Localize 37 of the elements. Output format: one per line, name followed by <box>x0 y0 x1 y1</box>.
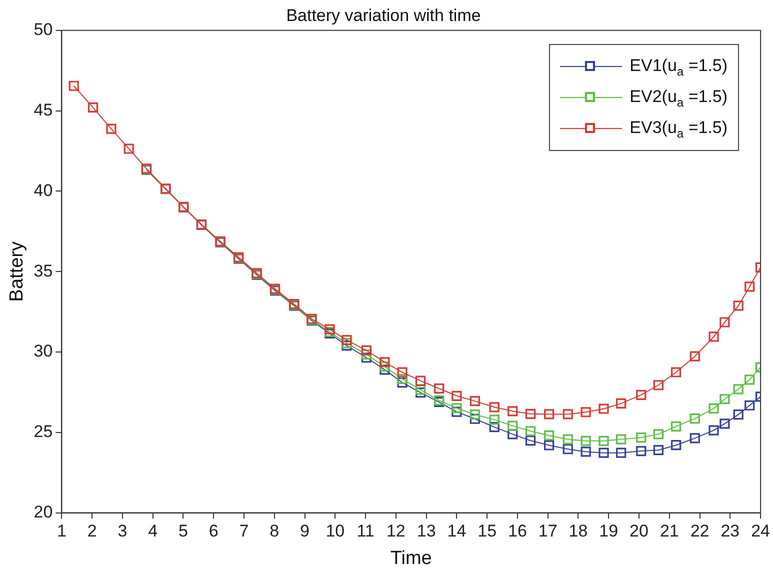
y-tick-label: 30 <box>34 342 53 361</box>
y-tick-label: 45 <box>34 100 53 120</box>
x-tick-label: 19 <box>599 522 618 541</box>
legend-label: EV2(u$_{a}$ =1.5) <box>630 86 728 110</box>
x-tick-label: 23 <box>720 522 740 541</box>
x-tick-label: 2 <box>87 522 97 541</box>
x-tick-label: 24 <box>751 522 770 541</box>
x-tick-label: 4 <box>148 522 158 541</box>
x-tick-label: 9 <box>300 522 310 541</box>
x-tick-label: 3 <box>118 522 128 541</box>
y-tick-label: 50 <box>34 20 53 40</box>
y-axis-title: Battery <box>6 241 28 302</box>
x-tick-label: 8 <box>270 522 280 541</box>
x-tick-label: 12 <box>386 522 406 541</box>
y-tick-label: 20 <box>34 502 53 522</box>
x-tick-label: 7 <box>239 522 249 541</box>
x-tick-label: 17 <box>538 522 558 541</box>
y-tick-label: 25 <box>34 422 53 442</box>
x-tick-label: 1 <box>56 522 66 541</box>
x-tick-label: 14 <box>447 522 466 541</box>
x-tick-label: 21 <box>660 522 679 541</box>
y-tick-label: 40 <box>34 180 53 200</box>
x-tick-label: 10 <box>326 522 345 541</box>
x-tick-label: 18 <box>568 522 588 541</box>
x-tick-label: 13 <box>416 522 436 541</box>
y-tick-label: 35 <box>34 261 53 280</box>
x-tick-label: 11 <box>356 522 374 541</box>
x-tick-label: 20 <box>630 522 648 541</box>
x-tick-label: 16 <box>508 522 527 541</box>
legend-label: EV3(u$_{a}$ =1.5) <box>630 118 728 140</box>
x-tick-label: 6 <box>208 522 218 541</box>
x-axis-title: Time <box>390 548 432 569</box>
x-tick-label: 22 <box>690 522 710 541</box>
chart-title: Battery variation with time <box>286 6 481 25</box>
x-tick-label: 5 <box>178 522 188 541</box>
legend-label: EV1(u$_{a}$ =1.5) <box>630 56 728 78</box>
x-tick-label: 15 <box>478 522 497 541</box>
